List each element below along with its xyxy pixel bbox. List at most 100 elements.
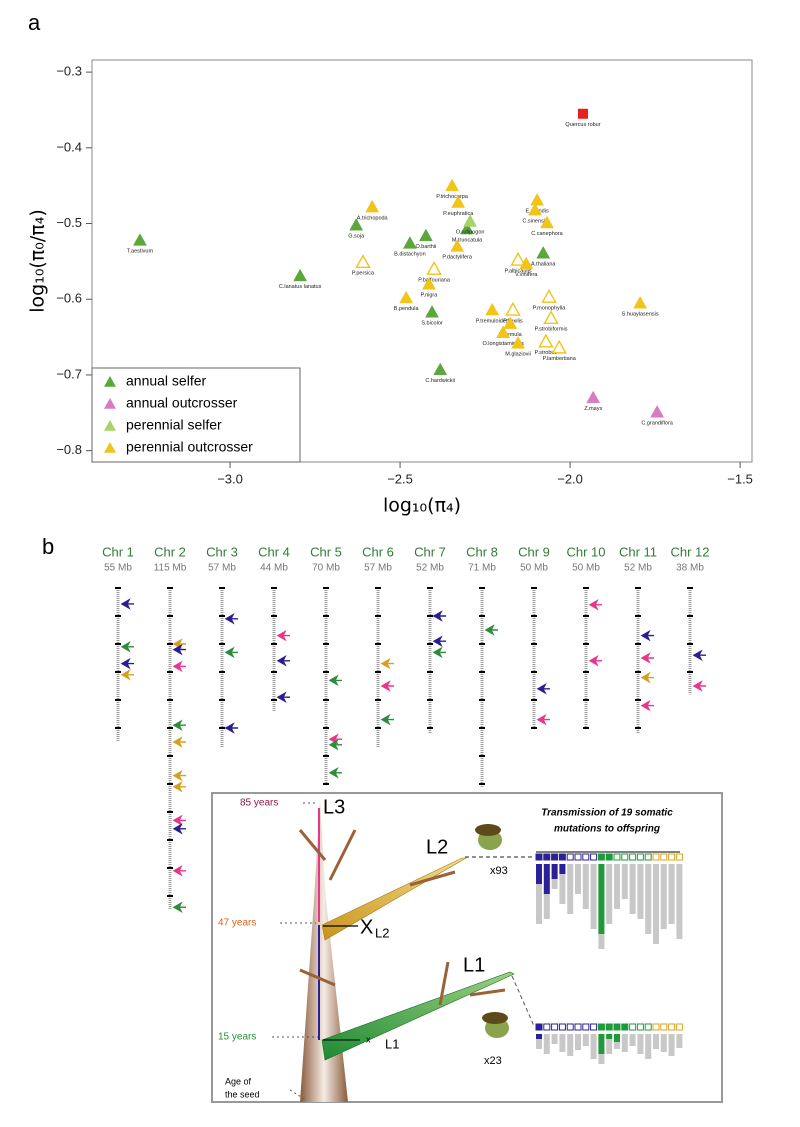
mutation-box xyxy=(652,1023,660,1031)
mutation-arrow xyxy=(120,598,134,610)
mutation-box xyxy=(566,1023,574,1031)
seed-label: Age of xyxy=(225,1076,252,1086)
point-label: P.flexilis xyxy=(503,318,523,324)
mutation-arrow xyxy=(380,657,394,670)
point-label: C.lanatus lanatus xyxy=(279,284,322,290)
point-label: C.hardwickii xyxy=(425,378,455,384)
point-label: P.monophylla xyxy=(533,305,567,311)
y-tick-label: −0.4 xyxy=(56,139,82,154)
mutation-arrow xyxy=(172,643,186,656)
mutation-arrow xyxy=(120,657,134,670)
mutation-arrow xyxy=(172,781,186,793)
chromosome-size: 52 Mb xyxy=(624,563,652,574)
inset-frame xyxy=(211,792,723,1103)
chromosome-name: Chr 12 xyxy=(670,544,709,559)
mutation-box xyxy=(566,853,574,861)
point xyxy=(460,221,474,235)
mutation-arrow xyxy=(172,865,186,877)
point xyxy=(528,202,542,216)
chromosome-size: 57 Mb xyxy=(208,563,236,574)
age-label: 85 years xyxy=(240,798,278,809)
point-label: O.barthii xyxy=(416,244,437,250)
point xyxy=(650,405,665,418)
point-label: P.lambertiana xyxy=(543,356,577,362)
point xyxy=(133,233,147,246)
point xyxy=(355,254,371,269)
mutation-arrow xyxy=(328,674,342,687)
mutation-box xyxy=(535,853,543,861)
chromosome-name: Chr 4 xyxy=(258,544,290,559)
offspring-bar xyxy=(668,864,675,924)
offspring-bar xyxy=(660,1034,667,1052)
mutation-box xyxy=(644,853,652,861)
mutation-arrow xyxy=(328,739,342,751)
point xyxy=(633,296,648,309)
legend-label: annual outcrosser xyxy=(126,395,238,411)
mutation-arrow xyxy=(172,814,186,827)
mutation-box xyxy=(636,1023,644,1031)
branch-point: L1 xyxy=(385,1036,399,1051)
mutation-box xyxy=(675,853,683,861)
point-label: T.aestivum xyxy=(127,249,154,255)
transmitted-bar xyxy=(551,864,558,879)
offspring-bar xyxy=(559,1034,566,1052)
mutation-box xyxy=(621,1023,629,1031)
legend-label: annual selfer xyxy=(126,373,207,389)
point-label: G.soja xyxy=(348,233,365,239)
mutation-box xyxy=(605,1023,613,1031)
mutation-box xyxy=(660,853,668,861)
point-label: S.huaylasensis xyxy=(622,311,659,317)
panel-label: b xyxy=(42,534,54,559)
offspring-bar xyxy=(590,864,597,929)
offspring-bar xyxy=(653,1034,659,1049)
point-label: P.tremuloides xyxy=(476,318,509,324)
point xyxy=(551,339,567,354)
mutation-arrow xyxy=(692,649,706,661)
x-tick-label: −3.0 xyxy=(217,471,243,486)
mutation-arrow xyxy=(536,713,550,726)
chromosome-name: Chr 9 xyxy=(518,544,550,559)
point xyxy=(349,218,364,231)
offspring-bar xyxy=(559,864,566,904)
mutation-box xyxy=(629,1023,637,1031)
point xyxy=(543,310,559,325)
point-label: P.nigra xyxy=(421,293,439,299)
mutation-arrow xyxy=(484,624,498,636)
point xyxy=(463,214,478,227)
offspring-bar xyxy=(645,864,652,934)
point-label: C.grandiflora xyxy=(641,420,673,426)
point xyxy=(540,215,554,229)
point-label: B.pendula xyxy=(394,306,420,312)
plot-frame xyxy=(91,59,753,463)
transmitted-bar xyxy=(598,864,605,934)
mutation-arrow xyxy=(640,652,654,664)
point-label: P.tremula xyxy=(499,332,523,338)
point xyxy=(530,193,545,206)
chromosome-size: 50 Mb xyxy=(572,563,600,574)
branch-point: L2 xyxy=(375,925,389,940)
point xyxy=(422,277,436,290)
mutation-arrow xyxy=(224,613,238,625)
point-label: P.trichocarpa xyxy=(436,194,469,200)
mutation-arrow xyxy=(328,767,342,779)
point xyxy=(445,178,460,192)
mutation-box xyxy=(551,853,559,861)
offspring-bar xyxy=(582,1034,589,1046)
point-label: Quercus robur xyxy=(565,122,600,128)
point-label: P.balfouriana xyxy=(418,277,451,283)
transmitted-bar xyxy=(606,1034,613,1039)
point-label: P.strobiformis xyxy=(535,327,568,333)
mutation-arrow xyxy=(172,719,186,731)
offspring-count: x23 xyxy=(484,1055,502,1067)
offspring-bar xyxy=(676,1034,683,1048)
point xyxy=(519,256,534,270)
offspring-bar xyxy=(621,864,628,899)
offspring-bar xyxy=(653,864,659,944)
mutation-box xyxy=(613,853,621,861)
lineage-label: L2 xyxy=(426,836,448,858)
point-label: C.sinensis xyxy=(522,218,548,224)
chromosome-name: Chr 11 xyxy=(619,544,657,559)
offspring-bar xyxy=(668,1034,675,1056)
mutation-arrow xyxy=(432,646,446,659)
